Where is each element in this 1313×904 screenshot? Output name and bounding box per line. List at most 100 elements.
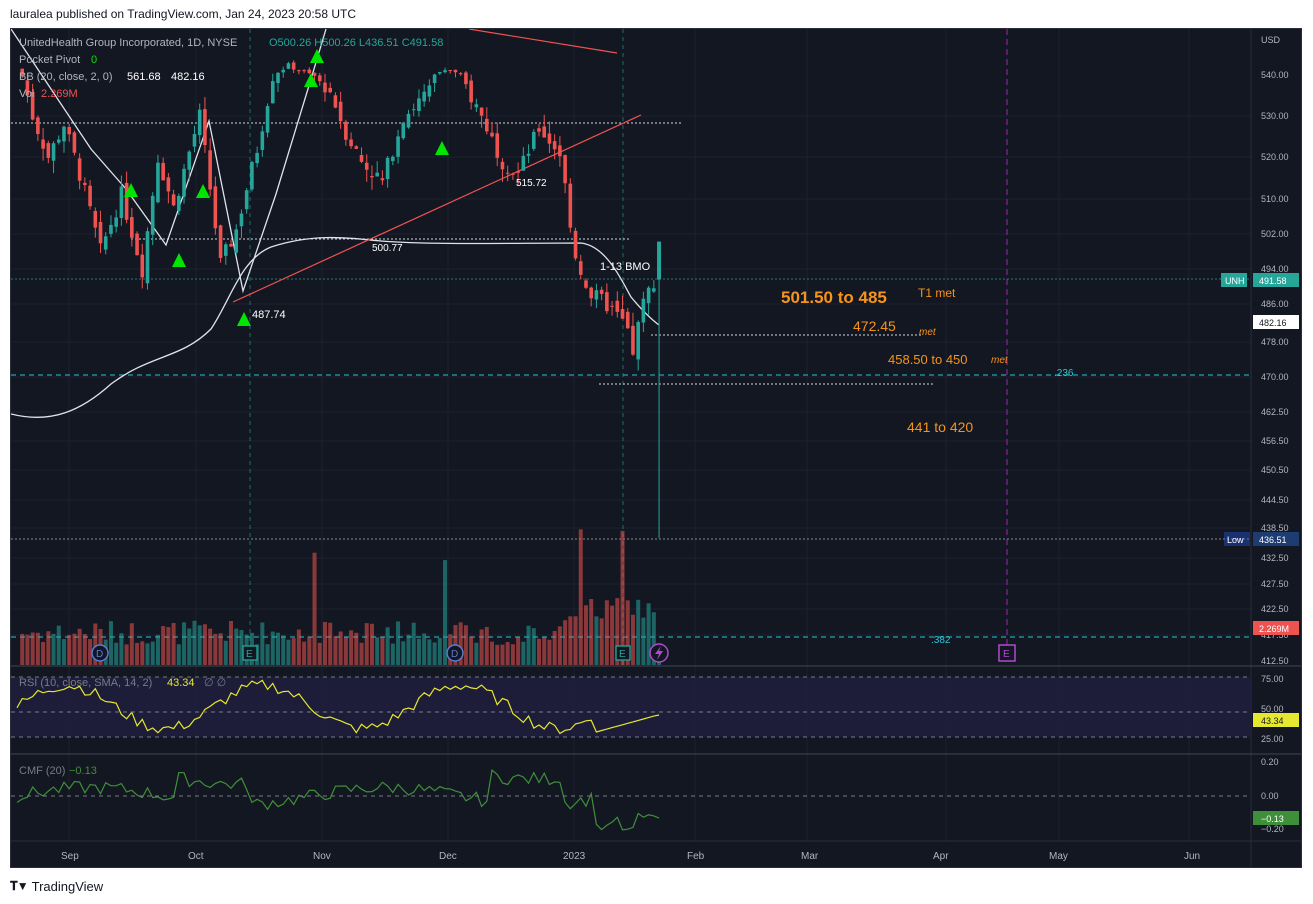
volume-bar	[630, 614, 635, 665]
cmf-value: −0.13	[69, 765, 97, 777]
candle-body	[234, 229, 239, 253]
time-axis-ticks[interactable]: Sep Oct Nov Dec 2023 Feb Mar Apr May Jun	[61, 851, 1200, 862]
candle-body	[41, 139, 45, 149]
price-tick: 438.50	[1261, 523, 1289, 533]
volume-bar	[636, 599, 641, 665]
candle-body	[364, 162, 369, 170]
volume-bar	[406, 634, 411, 665]
volume-bar	[651, 612, 656, 665]
dividend-marker-sep[interactable]: D	[91, 644, 109, 662]
zigzag-pattern	[10, 28, 327, 294]
candle-body	[605, 292, 609, 312]
brand-label: TradingView	[31, 879, 104, 894]
candle-body	[490, 132, 494, 137]
volume-bar	[72, 633, 77, 665]
earnings-marker-oct[interactable]: E	[242, 645, 258, 661]
earnings-note: 1-13 BMO	[600, 261, 651, 273]
candle-body	[166, 177, 171, 192]
candle-body	[135, 233, 139, 256]
volume-bar	[563, 620, 568, 665]
candle-body	[443, 70, 447, 73]
volume-bar	[401, 641, 406, 665]
legend-symbol: UnitedHealth Group Incorporated, 1D, NYS…	[19, 37, 237, 49]
chart-legend: UnitedHealth Group Incorporated, 1D, NYS…	[19, 37, 443, 100]
candle-body	[495, 133, 500, 158]
candle-body	[150, 195, 155, 235]
time-tick: Feb	[687, 851, 705, 862]
volume-bar	[411, 622, 416, 665]
volume-bar	[469, 636, 474, 665]
volume-bar	[589, 598, 594, 665]
svg-text:2.269M: 2.269M	[1259, 624, 1289, 634]
rsi-title: RSI (10, close, SMA, 14, 2)	[19, 677, 152, 689]
candle-body	[333, 95, 338, 108]
svg-text:482.16: 482.16	[1259, 318, 1287, 328]
dividend-marker-dec[interactable]: D	[446, 644, 464, 662]
volume-bar	[359, 642, 364, 665]
candle-body	[448, 70, 453, 72]
candle-body	[485, 118, 489, 132]
chart-frame[interactable]: 515.72 500.77 487.74 1-13 BMO 501.50 to …	[10, 28, 1302, 868]
candle-body	[260, 131, 265, 150]
volume-bar	[526, 625, 531, 665]
tradingview-logo-icon: 𝐓▼	[10, 879, 29, 893]
last-price-tag: UNH 491.58	[1221, 273, 1299, 287]
volume-bar	[610, 605, 615, 665]
dotted-levels	[11, 122, 1251, 540]
volume-bar	[338, 631, 343, 665]
earnings-marker-jan[interactable]: E	[615, 645, 631, 661]
time-tick: Nov	[313, 851, 331, 862]
candle-body	[578, 261, 583, 275]
candle-body	[438, 72, 442, 74]
candle-body	[615, 300, 620, 312]
earnings-marker-apr[interactable]: E	[998, 644, 1016, 662]
candle-body	[98, 221, 103, 244]
bb-lower-tag: 482.16	[1253, 315, 1299, 329]
candle-body	[422, 91, 426, 102]
legend-bb-upper: 561.68	[127, 71, 161, 83]
time-tick: Apr	[933, 851, 949, 862]
candle-body	[255, 152, 259, 164]
target-1: 501.50 to 485	[781, 288, 887, 307]
volume-bar	[573, 616, 578, 665]
volume-bar	[385, 627, 390, 665]
volume-bar	[30, 632, 35, 665]
price-tick: 478.00	[1261, 337, 1289, 347]
volume-bar	[333, 636, 338, 665]
volume-tag: 2.269M	[1253, 621, 1299, 635]
rsi-tick: 75.00	[1261, 674, 1284, 684]
price-candles	[20, 60, 662, 538]
volume-bar	[234, 628, 239, 665]
target-2: 472.45	[853, 318, 896, 334]
candle-body	[542, 126, 547, 138]
price-tick: 422.50	[1261, 604, 1289, 614]
publisher-line: lauralea published on TradingView.com, J…	[10, 7, 357, 21]
candle-body	[453, 69, 458, 73]
volume-bar	[474, 642, 479, 665]
price-axis-ticks[interactable]: 540.00 530.00 520.00 510.00 502.00 494.00 486.…	[1261, 70, 1289, 666]
volume-bar	[202, 624, 207, 665]
trendline-support	[232, 114, 642, 303]
volume-bar	[286, 639, 291, 665]
candle-body	[652, 288, 656, 292]
volume-bar	[568, 616, 573, 665]
candle-body	[406, 113, 411, 128]
volume-bar	[510, 644, 515, 665]
low-price-tag: Low 436.51	[1224, 532, 1299, 546]
candle-body	[568, 183, 573, 228]
trendline-top	[468, 28, 618, 54]
cmf-axis-ticks: 0.20 0.00 −0.20	[1261, 757, 1284, 834]
candle-body	[344, 121, 348, 140]
price-tick: 494.00	[1261, 264, 1289, 274]
candle-body	[391, 156, 395, 162]
candle-body	[297, 70, 301, 72]
volume-bar	[312, 552, 317, 665]
last-candle-body	[657, 241, 662, 280]
chart-svg[interactable]: 515.72 500.77 487.74 1-13 BMO 501.50 to …	[10, 28, 1301, 867]
candle-body	[594, 290, 599, 300]
split-lightning-marker[interactable]	[649, 643, 669, 663]
volume-bar	[547, 639, 552, 665]
tradingview-brand[interactable]: 𝐓▼ TradingView	[10, 879, 103, 894]
price-tick: 462.50	[1261, 407, 1289, 417]
cmf-title: CMF (20)	[19, 765, 65, 777]
